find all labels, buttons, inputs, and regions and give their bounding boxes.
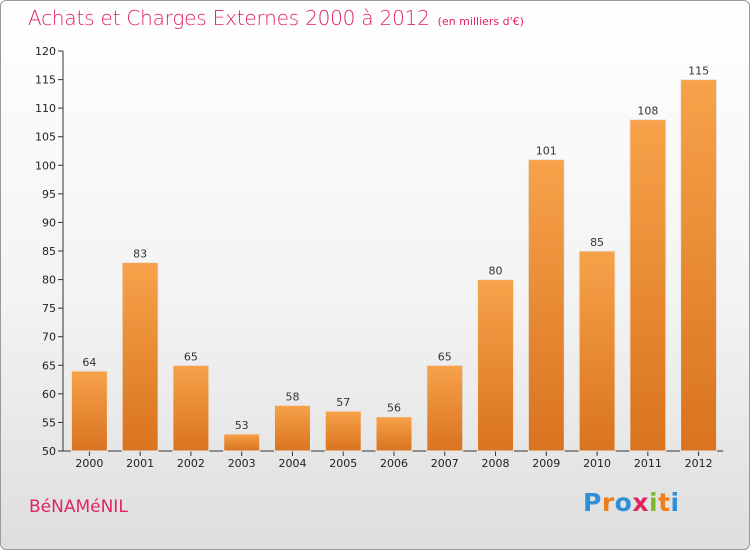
y-tick-label: 60 bbox=[42, 388, 56, 401]
value-label-2012: 115 bbox=[688, 65, 709, 78]
x-tick-label: 2007 bbox=[431, 457, 459, 470]
logo-letter: o bbox=[614, 488, 633, 517]
x-tick-label: 2000 bbox=[75, 457, 103, 470]
x-tick-label: 2006 bbox=[380, 457, 408, 470]
x-tick-label: 2009 bbox=[532, 457, 560, 470]
logo-letter: r bbox=[601, 488, 615, 517]
y-tick-label: 110 bbox=[35, 102, 56, 115]
bar-2009 bbox=[527, 159, 565, 452]
value-label-2010: 85 bbox=[590, 236, 604, 249]
chart-title: Achats et Charges Externes 2000 à 2012 (e… bbox=[28, 6, 524, 30]
chart-subtitle: (en milliers d'€) bbox=[437, 15, 524, 28]
logo-letter: i bbox=[670, 488, 680, 517]
bar-2006 bbox=[375, 416, 413, 452]
bar-2001 bbox=[121, 261, 159, 452]
chart-title-main: Achats et Charges Externes 2000 à 2012 bbox=[28, 6, 430, 30]
y-tick-label: 100 bbox=[35, 159, 56, 172]
y-tick-label: 115 bbox=[35, 74, 56, 87]
value-label-2004: 58 bbox=[285, 390, 299, 403]
y-tick-label: 90 bbox=[42, 216, 56, 229]
value-label-2002: 65 bbox=[184, 350, 198, 363]
x-tick-label: 2005 bbox=[329, 457, 357, 470]
x-tick-label: 2002 bbox=[177, 457, 205, 470]
value-label-2000: 64 bbox=[82, 356, 96, 369]
town-name: BéNAMéNIL bbox=[29, 497, 128, 517]
value-label-2011: 108 bbox=[637, 105, 658, 118]
value-label-2009: 101 bbox=[536, 145, 557, 158]
bar-2010 bbox=[578, 250, 616, 452]
x-tick-label: 2008 bbox=[482, 457, 510, 470]
bar-2004 bbox=[273, 404, 311, 452]
proxiti-logo: Proxiti bbox=[583, 488, 680, 517]
x-tick-label: 2010 bbox=[583, 457, 611, 470]
bar-2012 bbox=[680, 79, 718, 452]
x-tick-label: 2011 bbox=[634, 457, 662, 470]
value-label-2007: 65 bbox=[438, 350, 452, 363]
logo-letter: P bbox=[583, 488, 602, 517]
x-tick-label: 2003 bbox=[228, 457, 256, 470]
y-tick-label: 95 bbox=[42, 188, 56, 201]
bar-2003 bbox=[223, 433, 261, 452]
logo-letter: x bbox=[632, 488, 649, 517]
bar-2002 bbox=[172, 364, 210, 452]
bar-2000 bbox=[70, 370, 108, 452]
value-label-2005: 57 bbox=[336, 396, 350, 409]
x-tick-label: 2004 bbox=[278, 457, 306, 470]
y-tick-label: 120 bbox=[35, 45, 56, 58]
y-tick-label: 105 bbox=[35, 131, 56, 144]
logo-letter: t bbox=[658, 488, 671, 517]
y-tick-label: 75 bbox=[42, 302, 56, 315]
y-tick-label: 80 bbox=[42, 274, 56, 287]
bar-2008 bbox=[477, 279, 515, 452]
value-label-2003: 53 bbox=[235, 419, 249, 432]
logo-letter: i bbox=[649, 488, 659, 517]
value-label-2008: 80 bbox=[489, 265, 503, 278]
value-label-2001: 83 bbox=[133, 247, 147, 260]
value-label-2006: 56 bbox=[387, 402, 401, 415]
x-tick-label: 2001 bbox=[126, 457, 154, 470]
x-tick-label: 2012 bbox=[685, 457, 713, 470]
y-tick-label: 70 bbox=[42, 331, 56, 344]
y-tick-label: 65 bbox=[42, 359, 56, 372]
y-tick-label: 85 bbox=[42, 245, 56, 258]
bar-2011 bbox=[629, 119, 667, 452]
bar-2007 bbox=[426, 364, 464, 452]
y-tick-label: 55 bbox=[42, 416, 56, 429]
y-tick-label: 50 bbox=[42, 445, 56, 458]
bar-2005 bbox=[324, 410, 362, 452]
